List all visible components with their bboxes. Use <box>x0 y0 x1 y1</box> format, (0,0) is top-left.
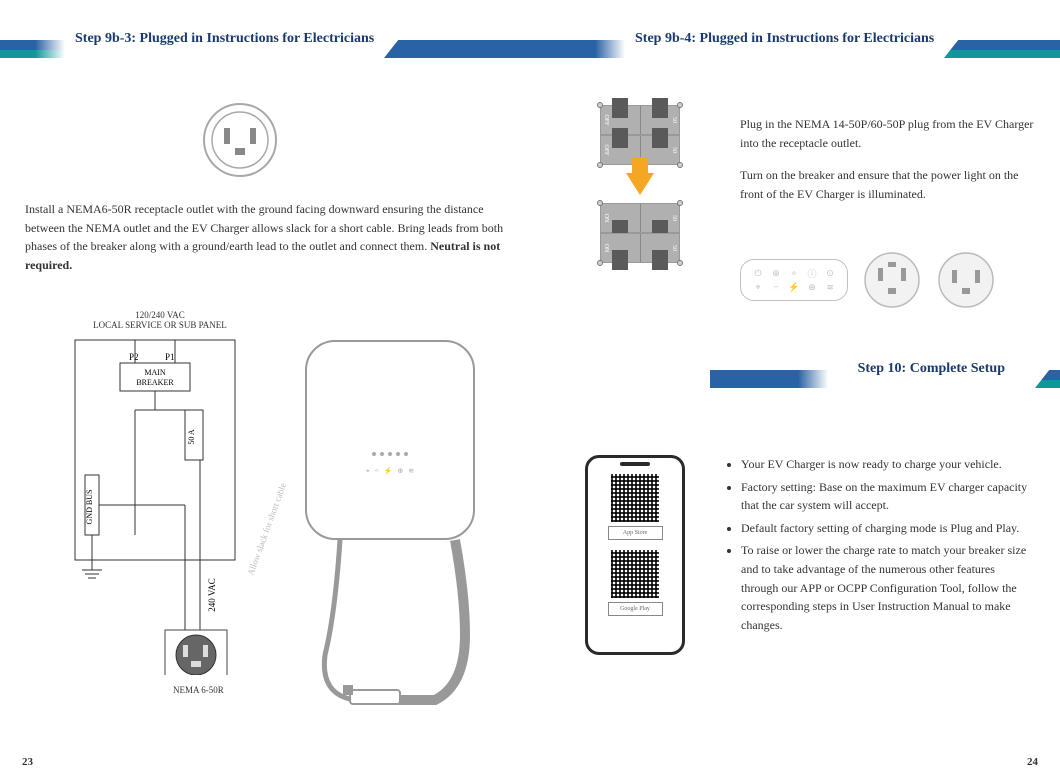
setup-ul: Your EV Charger is now ready to charge y… <box>725 455 1035 634</box>
charger-cable <box>315 535 495 705</box>
outlet-label-text: NEMA 6-50R <box>173 685 224 695</box>
indicator-row: ⏻ ⊕ ⚬ ⓘ ⊙ ⌖ 𝄐 ⚡ ⊕ ≋ <box>740 250 996 310</box>
nema-outlet-icon <box>200 100 280 180</box>
outlet-6-50-icon <box>936 250 996 310</box>
qr-code-1 <box>611 474 659 522</box>
info-icon: ⊕ <box>807 282 817 292</box>
title-banner-left: Step 9b-3: Plugged in Instructions for E… <box>65 20 384 58</box>
amps-1: 50 <box>671 117 677 123</box>
power-icon: ⏻ <box>753 268 763 278</box>
install-paragraph: Install a NEMA6-50R receptacle outlet wi… <box>25 200 505 274</box>
step-title: Step 9b-3: Plugged in Instructions for E… <box>75 31 374 47</box>
on-label-2: ON <box>603 244 609 253</box>
bolt-icon: ⚡ <box>789 282 799 292</box>
header-band-right: Step 9b-4: Plugged in Instructions for E… <box>530 20 1060 62</box>
icon-5: ⊙ <box>825 268 835 278</box>
svg-text:P1: P1 <box>165 352 175 362</box>
breaker-off: OFF 50 OFF 50 <box>600 105 680 165</box>
svg-text:50 A: 50 A <box>187 429 196 445</box>
off-label: OFF <box>603 114 609 125</box>
indicator-panel: ⏻ ⊕ ⚬ ⓘ ⊙ ⌖ 𝄐 ⚡ ⊕ ≋ <box>740 259 848 301</box>
setup-item-3: To raise or lower the charge rate to mat… <box>741 541 1035 634</box>
svg-text:240 VAC: 240 VAC <box>207 578 217 611</box>
svg-text:BREAKER: BREAKER <box>136 378 174 387</box>
panel-svg: P2 P1 MAIN BREAKER 50 A GND BUS 240 VA <box>65 335 265 675</box>
svg-text:P2: P2 <box>129 352 139 362</box>
page-right: Step 9b-4: Plugged in Instructions for E… <box>530 0 1060 780</box>
setup-item-1: Factory setting: Base on the maximum EV … <box>741 478 1035 515</box>
on-label: ON <box>603 214 609 223</box>
off-label-2: OFF <box>603 144 609 155</box>
svg-text:GND BUS: GND BUS <box>85 490 94 525</box>
para2: Turn on the breaker and ensure that the … <box>740 166 1035 203</box>
ind-row-2: ⌖ 𝄐 ⚡ ⊕ ≋ <box>753 282 835 292</box>
step-title-r: Step 9b-4: Plugged in Instructions for E… <box>635 31 934 47</box>
google-play-badge: Google Play <box>608 602 663 616</box>
panel-title-2: LOCAL SERVICE OR SUB PANEL <box>85 320 235 330</box>
icon-2: ⊕ <box>771 268 781 278</box>
wiring-diagram: 120/240 VAC LOCAL SERVICE OR SUB PANEL P… <box>25 310 505 710</box>
phone-icon: App Store Google Play <box>585 455 685 655</box>
breaker-sequence: OFF 50 OFF 50 ON 50 ON 50 <box>585 105 695 263</box>
page-number-right: 24 <box>1027 756 1038 768</box>
arrow-down-icon <box>626 173 654 195</box>
link-icon: 𝄐 <box>771 282 781 292</box>
outlet-label: NEMA 6-50R <box>173 685 224 695</box>
step10-header: Step 10: Complete Setup <box>530 350 1060 392</box>
right-text: Plug in the NEMA 14-50P/60-50P plug from… <box>740 115 1035 203</box>
icon-4: ⓘ <box>807 268 817 278</box>
icon-3: ⚬ <box>789 268 799 278</box>
app-store-badge: App Store <box>608 526 663 540</box>
ev-charger-icon: ⌖𝄐⚡⊕≋ <box>305 340 475 540</box>
page-left: Step 9b-3: Plugged in Instructions for E… <box>0 0 530 780</box>
charger-icon-row: ⌖𝄐⚡⊕≋ <box>366 467 414 476</box>
breaker-on: ON 50 ON 50 <box>600 203 680 263</box>
amps-4: 50 <box>671 245 677 251</box>
step10-title-banner: Step 10: Complete Setup <box>828 350 1035 388</box>
amps-3: 50 <box>671 215 677 221</box>
qr-code-2 <box>611 550 659 598</box>
setup-list: Your EV Charger is now ready to charge y… <box>725 455 1035 638</box>
ind-row-1: ⏻ ⊕ ⚬ ⓘ ⊙ <box>753 268 835 278</box>
charger-leds <box>372 452 408 456</box>
header-band-left: Step 9b-3: Plugged in Instructions for E… <box>0 20 530 62</box>
para1: Plug in the NEMA 14-50P/60-50P plug from… <box>740 115 1035 152</box>
step10-title-text: Step 10: Complete Setup <box>858 361 1005 377</box>
wifi-icon: ≋ <box>825 282 835 292</box>
page-number-left: 23 <box>22 756 33 768</box>
panel-title-1: 120/240 VAC <box>85 310 235 320</box>
phone-mockup: App Store Google Play <box>585 455 685 655</box>
amps-2: 50 <box>671 147 677 153</box>
title-banner-right: Step 9b-4: Plugged in Instructions for E… <box>625 20 944 58</box>
icon-6: ⌖ <box>753 282 763 292</box>
panel-title: 120/240 VAC LOCAL SERVICE OR SUB PANEL <box>85 310 235 330</box>
setup-item-2: Default factory setting of charging mode… <box>741 519 1035 538</box>
outlet-14-50-icon <box>862 250 922 310</box>
svg-text:MAIN: MAIN <box>144 368 166 377</box>
setup-item-0: Your EV Charger is now ready to charge y… <box>741 455 1035 474</box>
